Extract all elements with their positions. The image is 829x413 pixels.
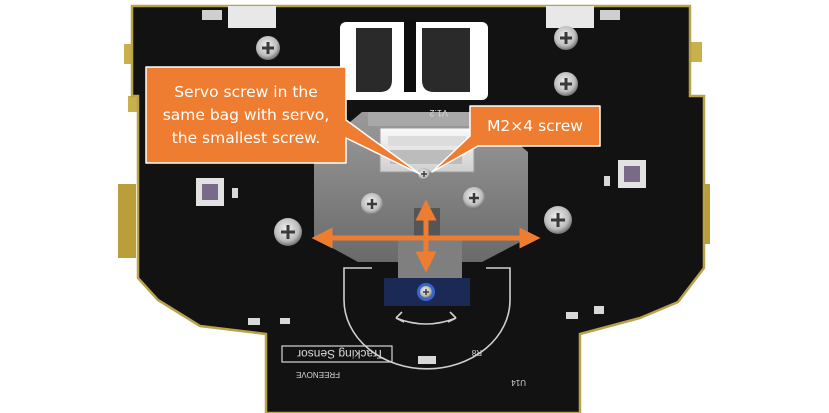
- phillips-screw-icons: [256, 26, 578, 298]
- screw-icon: [554, 26, 578, 50]
- led-left: [196, 178, 224, 206]
- screw-icon: [554, 72, 578, 96]
- screw-icon: [420, 286, 432, 298]
- version-label: V1.2: [429, 108, 448, 118]
- screw-icon: [274, 218, 302, 246]
- screw-icon: [463, 187, 485, 209]
- m2-screw-callout: M2×4 screw: [470, 106, 600, 146]
- screw-icon: [361, 193, 383, 215]
- callout-line: the smallest screw.: [171, 128, 321, 147]
- screw-icon: [544, 206, 572, 234]
- move-arrows-icon: [311, 199, 541, 273]
- servo-horn-screw-icon: [418, 168, 430, 180]
- brand-label: FREENOVE: [296, 370, 340, 379]
- sensor-label: Tracking Sensor: [297, 347, 384, 361]
- smd-components: [232, 176, 610, 364]
- top-connectors: [202, 6, 620, 28]
- callout-line: same bag with servo,: [162, 105, 330, 124]
- screw-icon: [256, 36, 280, 60]
- r8-label: R8: [471, 348, 482, 357]
- led-right: [618, 160, 646, 188]
- servo-screw-callout: Servo screw in the same bag with servo, …: [146, 67, 346, 163]
- callout-text: M2×4 screw: [487, 117, 583, 135]
- silkscreen-labels: V1.2 Tracking Sensor FREENOVE U14 R8: [281, 108, 526, 387]
- board-cutout: [340, 20, 488, 100]
- u14-label: U14: [511, 378, 526, 387]
- rotation-silkscreen: [343, 267, 511, 370]
- callout-line: Servo screw in the: [174, 82, 318, 101]
- callout-frames: [145, 66, 601, 175]
